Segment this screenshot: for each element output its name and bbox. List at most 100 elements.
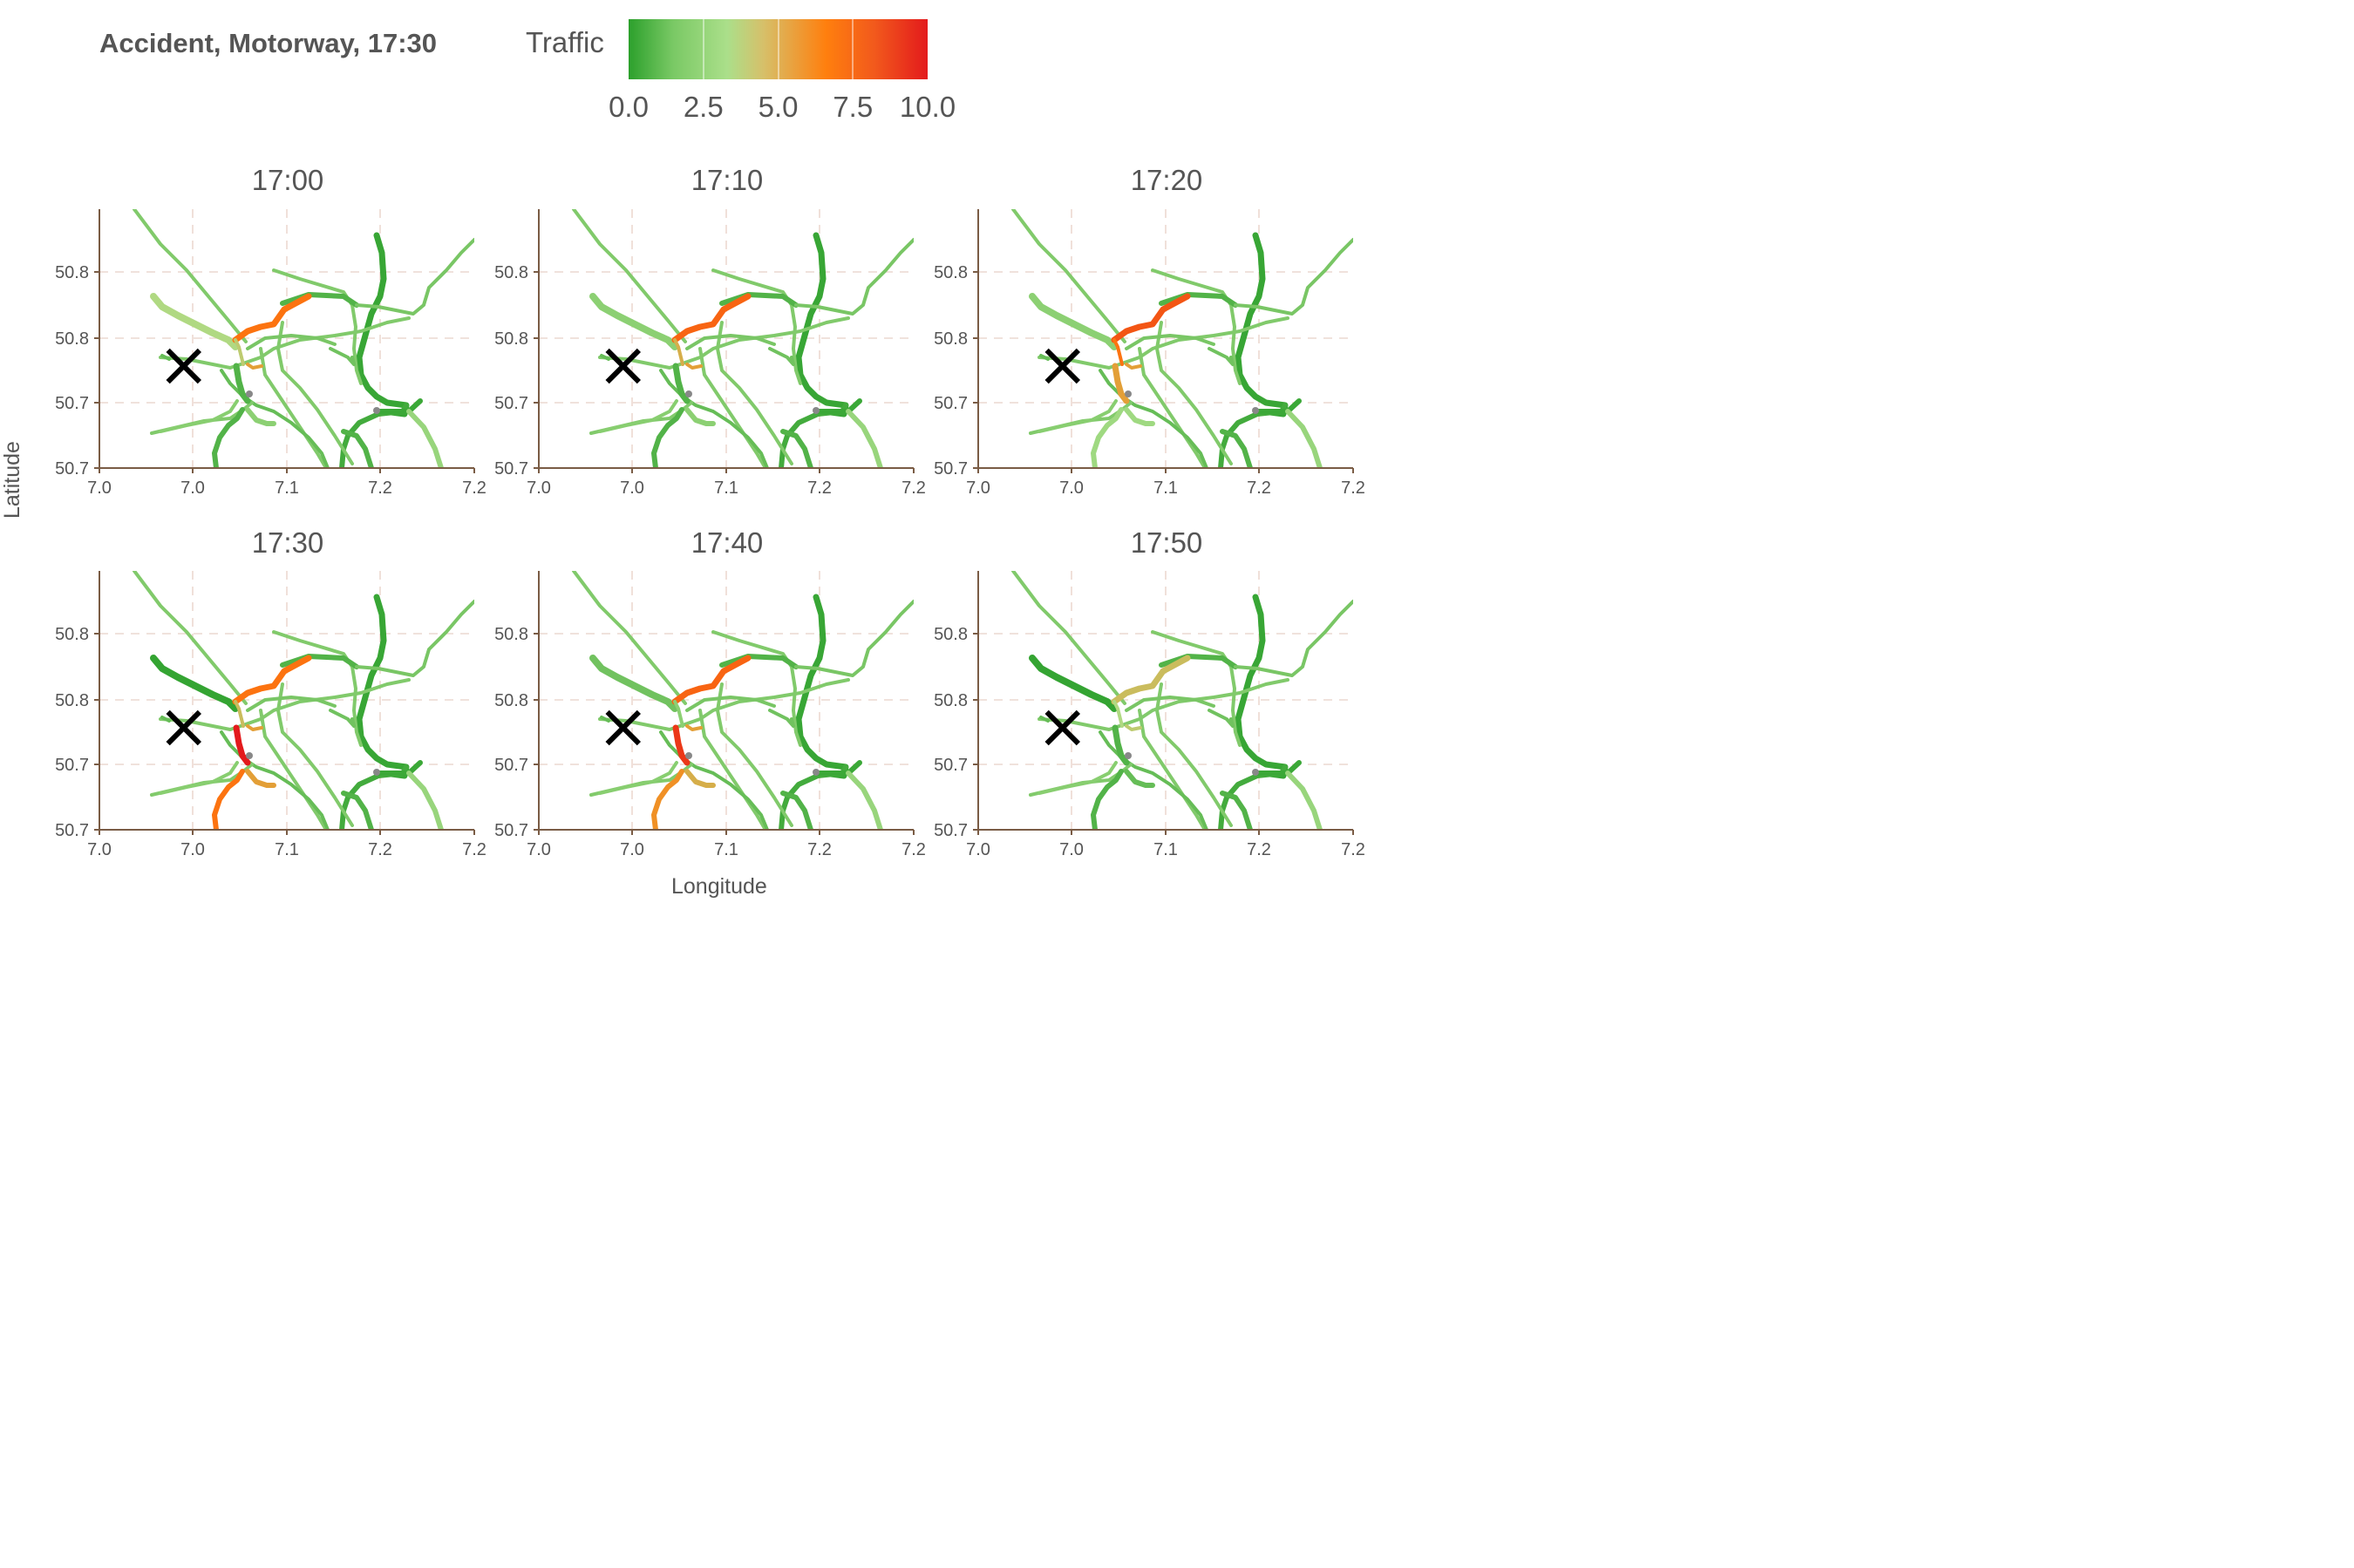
road-segment (719, 654, 799, 669)
road-segment (233, 363, 251, 404)
road-segment (598, 761, 678, 795)
road-segment (673, 338, 684, 366)
road-segment (685, 363, 703, 370)
y-tick-label: 50.7 (934, 821, 968, 840)
road-segment (329, 709, 356, 728)
panel-title: 17:50 (1131, 526, 1203, 559)
road-segment (684, 769, 716, 788)
x-tick-label: 7.2 (462, 840, 486, 859)
road-segment (1091, 769, 1124, 830)
road-segment (159, 399, 239, 433)
y-tick-label: 50.7 (494, 821, 528, 840)
road-segment (246, 696, 337, 712)
x-tick-label: 7.0 (527, 479, 551, 498)
y-tick-label: 50.8 (494, 691, 528, 710)
road-segment (1125, 363, 1142, 370)
road-segment (133, 209, 248, 343)
x-tick-label: 7.0 (620, 479, 644, 498)
y-tick-label: 50.8 (55, 625, 89, 644)
road-network (133, 571, 474, 830)
x-tick-label: 7.0 (966, 840, 990, 859)
junction-dot (685, 752, 692, 759)
y-tick-label: 50.7 (934, 756, 968, 775)
panel-grid (539, 209, 914, 468)
map-panel: 7.0 7.0 7.1 7.2 7.2 50.8 50.8 50.7 50.7 (494, 571, 926, 859)
x-tick-label: 7.1 (275, 840, 299, 859)
accident-marker (166, 709, 201, 746)
accident-x-stroke (1044, 348, 1080, 384)
road-segment (1125, 696, 1215, 712)
road-network (572, 571, 914, 830)
junction-dot (1252, 407, 1259, 414)
road-segment (1039, 716, 1050, 723)
road-segment (1125, 334, 1215, 350)
road-segment (280, 292, 359, 308)
road-segment (1112, 338, 1124, 366)
road-segment (1138, 709, 1207, 830)
road-segment (1285, 409, 1323, 468)
road-network (572, 209, 914, 468)
road-segment (272, 268, 363, 385)
junction-dot (813, 769, 820, 776)
road-segment (1151, 268, 1242, 385)
junction-dot (246, 390, 253, 397)
accident-x-stroke (166, 709, 201, 746)
road-segment (659, 730, 769, 830)
road-segment (233, 724, 251, 766)
road-segment (234, 700, 245, 728)
legend-tick-label: 7.5 (833, 91, 874, 123)
y-tick-label: 50.8 (55, 329, 89, 349)
map-panel: 7.0 7.0 7.1 7.2 7.2 50.8 50.8 50.7 50.7 (934, 209, 1365, 498)
road-segment (572, 571, 687, 705)
road-network (1011, 209, 1353, 468)
road-segment (1235, 232, 1289, 417)
road-segment (150, 655, 239, 712)
road-segment (1112, 700, 1124, 728)
road-segment (1124, 769, 1155, 788)
panel-grid (978, 571, 1353, 830)
x-tick-label: 7.0 (87, 479, 112, 498)
road-segment (1234, 600, 1353, 677)
road-segment (159, 316, 411, 370)
x-tick-label: 7.2 (1341, 840, 1365, 859)
panel-grid (99, 209, 474, 468)
x-tick-label: 7.1 (1153, 479, 1178, 498)
road-segment (356, 594, 410, 779)
legend-tick-mark (777, 19, 779, 79)
x-tick-label: 7.2 (1247, 479, 1271, 498)
figure: Accident, Motorway, 17:30 Traffic 7.0 7.0… (0, 0, 1367, 911)
road-segment (572, 209, 687, 343)
x-tick-label: 7.2 (1247, 840, 1271, 859)
accident-x-stroke (605, 709, 641, 746)
y-tick-label: 50.7 (55, 459, 89, 479)
road-segment (1011, 209, 1126, 343)
road-segment (1029, 293, 1118, 350)
x-tick-label: 7.2 (807, 479, 832, 498)
road-segment (589, 655, 678, 712)
accident-marker (166, 348, 201, 384)
road-segment (1099, 730, 1208, 830)
road-segment (1011, 571, 1126, 705)
road-segment (280, 654, 359, 669)
road-segment (160, 354, 171, 361)
road-segment (1285, 770, 1323, 830)
road-segment (1138, 347, 1207, 468)
x-tick-label: 7.0 (966, 479, 990, 498)
y-tick-label: 50.7 (494, 756, 528, 775)
road-segment (1029, 655, 1118, 712)
x-tick-label: 7.2 (901, 840, 926, 859)
accident-x-stroke (1044, 709, 1080, 746)
road-segment (212, 769, 245, 830)
x-tick-label: 7.0 (1059, 479, 1084, 498)
road-segment (719, 292, 799, 308)
accident-x-stroke (166, 348, 201, 384)
road-segment (795, 594, 849, 779)
road-segment (1099, 369, 1208, 468)
legend-tick-label: 0.0 (609, 91, 649, 123)
x-tick-label: 7.2 (462, 479, 486, 498)
road-segment (685, 334, 776, 350)
road-segment (212, 407, 245, 468)
accident-marker (605, 709, 641, 746)
x-tick-label: 7.2 (1341, 479, 1365, 498)
road-segment (1155, 682, 1233, 827)
